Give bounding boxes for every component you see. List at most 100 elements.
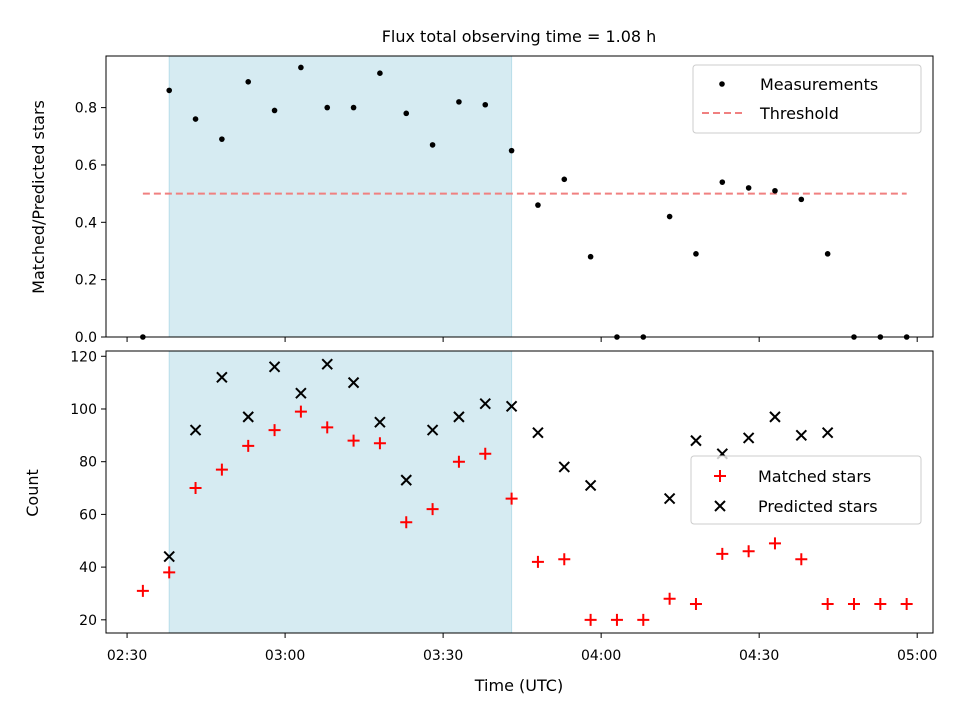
measurement-point: [192, 116, 199, 122]
predicted-star-point: [505, 400, 518, 413]
predicted-star-point: [584, 479, 597, 492]
predicted-star-point: [532, 426, 544, 439]
measurement-point: [798, 196, 805, 203]
predicted-star-point: [558, 461, 570, 473]
measurement-points: [140, 64, 910, 340]
bottom-x-tick-label: 04:00: [581, 648, 621, 664]
top-axes: 0.00.20.40.60.8 Matched/Predicted stars …: [29, 55, 934, 346]
bottom-axes: 20 40 60 80 100 120 02:30 03:00 03:30 04:00 04:30…: [23, 349, 937, 695]
measurement-point: [403, 110, 410, 117]
predicted-star-point: [347, 376, 360, 389]
matched-star-point: [215, 463, 228, 476]
top-y-tick-label: 0.0: [75, 330, 97, 346]
predicted-star-point: [426, 424, 439, 436]
matched-star-point: [742, 545, 755, 558]
matched-star-point: [268, 424, 281, 437]
predicted-star-point: [690, 434, 702, 447]
matched-star-point: [847, 598, 860, 611]
matched-star-point: [136, 584, 149, 597]
bottom-y-axis-label: Count: [23, 469, 42, 517]
legend-predicted-marker: [714, 500, 726, 512]
bottom-x-ticks: 02:30 03:00 03:30 04:00 04:30 05:00: [107, 633, 937, 664]
matched-star-point: [373, 437, 386, 450]
predicted-star-point: [321, 358, 333, 370]
measurement-point: [429, 142, 436, 148]
top-legend: Measurements Threshold: [692, 64, 922, 134]
predicted-star-point: [374, 416, 386, 428]
measurement-point: [166, 87, 173, 94]
measurement-point: [508, 147, 515, 154]
measurement-point: [745, 185, 752, 191]
top-legend-box: [692, 64, 922, 134]
predicted-star-point: [663, 492, 676, 505]
bottom-y-tick-label: 100: [70, 402, 97, 418]
bottom-y-tick-label: 80: [79, 455, 97, 471]
matched-star-point: [163, 566, 176, 579]
measurement-point: [824, 251, 831, 257]
measurement-point: [482, 101, 489, 108]
matched-star-point: [189, 482, 202, 495]
top-y-axis-label: Matched/Predicted stars: [29, 100, 48, 294]
bottom-legend: Matched stars Predicted stars: [690, 455, 922, 525]
bottom-x-tick-label: 04:30: [739, 648, 779, 664]
legend-matched-marker: [714, 470, 726, 482]
predicted-star-point: [163, 550, 175, 563]
bottom-shaded-interval: [168, 350, 513, 634]
measurement-point: [350, 104, 357, 111]
predicted-star-point: [400, 474, 412, 486]
bottom-x-tick-label: 03:00: [265, 648, 305, 664]
top-y-tick-label: 0.8: [75, 101, 97, 117]
matched-star-point: [400, 516, 413, 529]
matched-star-point: [505, 492, 518, 505]
top-y-tick-label: 0.4: [75, 215, 97, 231]
legend-matched-label: Matched stars: [758, 467, 871, 486]
bottom-x-tick-label: 02:30: [107, 648, 147, 664]
bottom-y-tick-label: 40: [79, 560, 97, 576]
top-y-tick-label: 0.6: [75, 158, 97, 174]
bottom-y-tick-label: 60: [79, 507, 97, 523]
matched-star-point: [768, 537, 781, 550]
matched-star-point: [558, 553, 571, 566]
measurement-point: [535, 202, 541, 208]
legend-measurements-label: Measurements: [760, 75, 878, 94]
chart-title: Flux total observing time = 1.08 h: [382, 27, 657, 46]
matched-star-point: [795, 553, 808, 566]
measurement-point: [324, 104, 331, 111]
bottom-y-tick-label: 20: [79, 613, 97, 629]
measurement-point: [561, 176, 568, 183]
bottom-y-tick-label: 120: [70, 349, 97, 365]
measurement-point: [693, 251, 699, 257]
matched-star-point: [294, 405, 307, 418]
measurement-point: [245, 79, 252, 85]
predicted-star-point: [795, 429, 808, 442]
legend-predicted-label: Predicted stars: [758, 497, 878, 516]
matched-star-point: [900, 598, 913, 611]
matched-star-point: [321, 421, 334, 434]
bottom-legend-box: [690, 455, 922, 525]
bottom-x-tick-label: 05:00: [897, 648, 937, 664]
predicted-star-point: [242, 411, 254, 423]
predicted-star-point: [821, 426, 834, 439]
measurement-point: [219, 136, 225, 142]
predicted-star-point: [189, 424, 202, 436]
matched-star-point: [716, 547, 729, 560]
matched-star-point: [663, 592, 676, 605]
measurement-point: [377, 70, 383, 77]
matched-star-point: [874, 598, 887, 611]
measurement-point: [772, 187, 778, 194]
bottom-y-ticks: 20 40 60 80 100 120: [70, 349, 106, 629]
predicted-star-point: [453, 411, 465, 423]
measurement-point: [587, 253, 594, 260]
matched-star-point: [452, 455, 465, 468]
measurement-point: [298, 64, 304, 71]
top-x-ticks: [126, 337, 918, 342]
matched-star-point: [637, 613, 650, 626]
top-y-ticks: 0.0 0.2 0.4 0.6 0.8: [75, 101, 106, 346]
legend-threshold-label: Threshold: [759, 104, 839, 123]
predicted-star-point: [742, 432, 755, 444]
predicted-stars-points: [163, 358, 834, 563]
top-axes-frame: [105, 55, 934, 338]
top-y-tick-label: 0.2: [75, 273, 97, 289]
matched-star-point: [584, 613, 597, 626]
